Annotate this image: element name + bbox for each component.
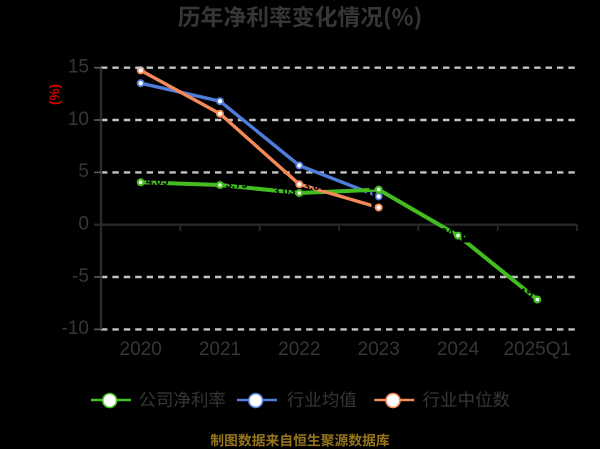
svg-text:2024: 2024: [437, 339, 480, 360]
svg-text:2020: 2020: [120, 339, 162, 360]
svg-text:2025Q1: 2025Q1: [503, 339, 571, 360]
svg-text:10: 10: [68, 109, 89, 130]
svg-text:4.05: 4.05: [146, 176, 169, 188]
svg-text:3.03: 3.03: [273, 186, 295, 198]
svg-text:0: 0: [78, 214, 89, 235]
svg-text:-10: -10: [62, 318, 89, 339]
svg-text:(%): (%): [47, 84, 62, 105]
svg-text:3.86: 3.86: [304, 181, 326, 193]
svg-text:2021: 2021: [199, 339, 241, 360]
svg-text:-5: -5: [72, 266, 89, 287]
svg-text:2022: 2022: [278, 339, 320, 360]
svg-text:3.79: 3.79: [226, 179, 248, 191]
svg-text:2023: 2023: [358, 339, 400, 360]
svg-text:-7.15: -7.15: [507, 288, 534, 300]
svg-text:-1.04: -1.04: [427, 228, 454, 240]
svg-text:5: 5: [78, 161, 89, 182]
svg-text:15: 15: [68, 57, 89, 78]
